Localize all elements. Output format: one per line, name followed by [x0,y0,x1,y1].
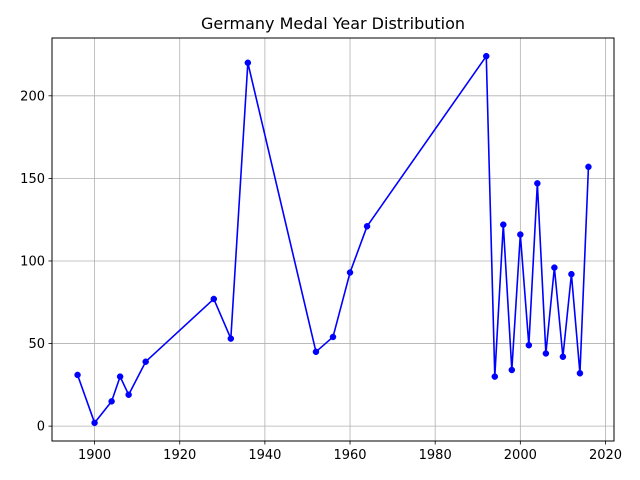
x-tick-label: 2000 [504,448,537,463]
x-tick-label: 1960 [333,448,366,463]
data-point [534,180,541,187]
data-point [227,335,235,342]
data-point [244,59,252,67]
data-point [542,350,550,357]
y-tick-label: 150 [20,172,45,187]
data-point [551,264,558,271]
chart-title: Germany Medal Year Distribution [201,14,465,33]
y-tick-label: 50 [28,337,45,352]
x-tick-label: 1900 [78,448,111,463]
data-point [525,341,533,349]
data-point [210,295,218,303]
data-point [91,419,98,427]
y-axis: 0 50 100 150 200 [20,89,52,435]
y-tick-label: 100 [20,254,45,269]
data-point [576,370,584,377]
data-point [363,223,371,230]
data-point [142,358,149,365]
data-point [346,269,354,276]
data-point [517,231,524,238]
x-tick-label: 1980 [419,448,452,463]
data-point [125,391,132,398]
data-point [559,353,567,361]
data-point [329,333,337,341]
plot-frame [51,37,615,442]
data-point [508,366,516,374]
y-tick-label: 0 [37,420,45,435]
data-point [116,373,124,380]
x-tick-label: 2020 [589,448,622,463]
data-point [568,270,575,278]
data-point [483,52,490,60]
x-tick-label: 1940 [248,448,281,463]
data-point [74,371,81,379]
series-layer [74,52,592,427]
x-tick-label: 1920 [163,448,196,463]
x-axis: 1900 1920 1940 1960 1980 2000 2020 [78,441,622,463]
series-line [76,55,590,424]
data-point [491,373,499,380]
data-point [312,348,320,356]
data-point [500,221,507,228]
data-point [585,163,592,171]
data-point [108,398,115,405]
y-tick-label: 200 [20,89,45,104]
